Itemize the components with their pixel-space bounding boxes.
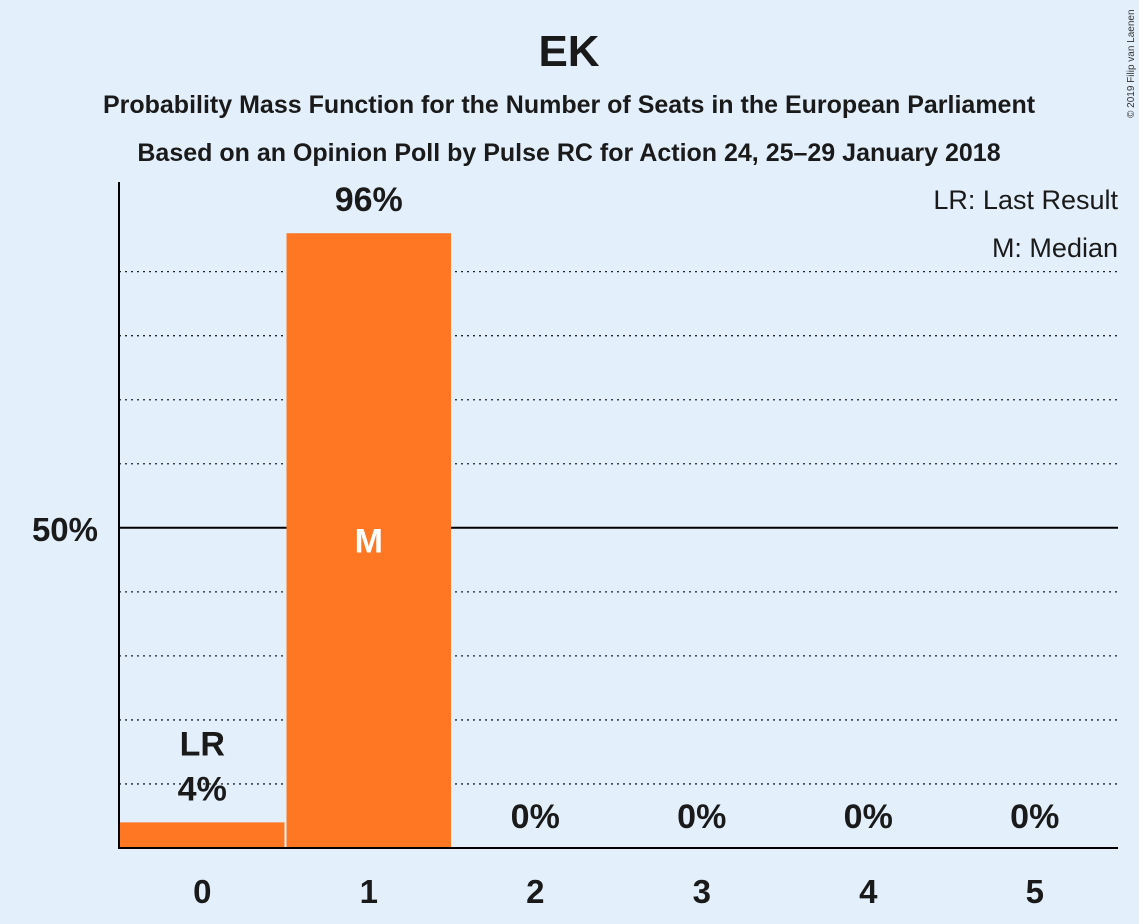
median-marker: M — [355, 523, 383, 561]
y-tick-label-50: 50% — [32, 511, 98, 548]
value-label-3: 0% — [677, 798, 726, 836]
legend-median: M: Median — [992, 233, 1118, 263]
value-label-5: 0% — [1010, 798, 1059, 836]
chart-subtitle-1: Probability Mass Function for the Number… — [103, 91, 1036, 119]
bar-1 — [286, 233, 451, 848]
value-label-0: 4% — [178, 770, 227, 808]
x-tick-label-3: 3 — [693, 873, 711, 910]
bars — [120, 233, 451, 848]
bar-0 — [120, 822, 285, 848]
labels: 4% LR 0 M 96% 1 0% 2 0% 3 0% 4 0% 5 — [178, 181, 1060, 910]
gridlines — [119, 271, 1118, 785]
legend-last-result: LR: Last Result — [933, 185, 1118, 215]
x-tick-label-2: 2 — [526, 873, 544, 910]
x-tick-label-0: 0 — [193, 873, 211, 910]
last-result-marker: LR — [180, 725, 225, 763]
copyright-text: © 2019 Filip van Laenen — [1126, 9, 1137, 118]
x-tick-label-5: 5 — [1026, 873, 1044, 910]
value-label-1: 96% — [335, 181, 403, 219]
chart-title: EK — [538, 27, 599, 76]
value-label-4: 0% — [844, 798, 893, 836]
chart-subtitle-2: Based on an Opinion Poll by Pulse RC for… — [137, 139, 1000, 167]
x-tick-label-4: 4 — [859, 873, 878, 910]
value-label-2: 0% — [511, 798, 560, 836]
x-tick-label-1: 1 — [360, 873, 378, 910]
